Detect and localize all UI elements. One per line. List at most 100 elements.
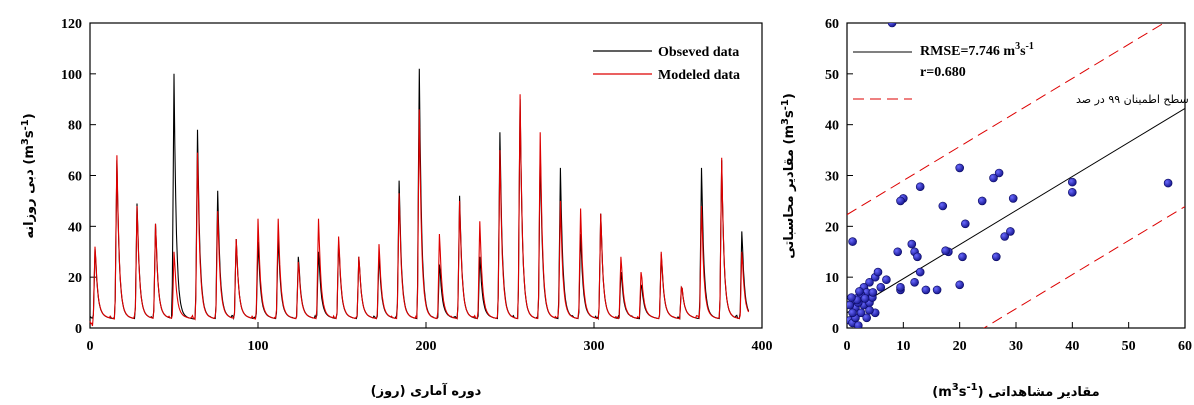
scatter-point — [955, 280, 965, 290]
legend-r-label: r=0.680 — [920, 65, 966, 80]
y-tick-label: 20 — [68, 271, 82, 286]
scatter-point — [860, 294, 870, 303]
scatter-point — [907, 239, 917, 249]
timeseries-y-axis: 0 20 40 60 80 100 120 — [61, 17, 96, 337]
scatter-point — [915, 267, 925, 277]
scatter-point — [1000, 232, 1010, 241]
scatter-point — [994, 168, 1004, 178]
upper-confidence-line — [847, 23, 1165, 216]
scatter-point — [865, 305, 874, 315]
y-tick-label: 0 — [75, 322, 82, 337]
sc-ylabel-unit-mid: s — [782, 110, 797, 118]
x-tick-label: 50 — [1122, 339, 1136, 354]
xlabel-close-paren: ) — [978, 385, 988, 400]
x-tick-label: 100 — [248, 339, 269, 354]
scatter-point — [893, 247, 903, 257]
xlabel-unit-base: m — [938, 385, 952, 400]
legend-modeled-label: Modeled data — [658, 68, 740, 83]
timeseries-x-axis-title: دوره آماری (روز) — [371, 382, 482, 399]
y-tick-label: 10 — [825, 271, 839, 286]
scatter-point — [896, 282, 905, 292]
scatter-y-axis-title: مقادیر محاسباتی (m3s-1) — [780, 93, 797, 259]
regression-fit-line — [847, 107, 1185, 314]
x-tick-label: 400 — [752, 339, 773, 354]
scatter-point — [896, 196, 905, 206]
ylabel-unit-sup1: 3 — [20, 138, 31, 145]
rmse-sup1: 3 — [1015, 41, 1020, 52]
scatter-point — [991, 252, 1001, 262]
xlabel-unit-sup1: 3 — [952, 382, 959, 393]
scatter-point — [876, 282, 886, 292]
rmse-prefix: RMSE=7.746 m — [920, 44, 1015, 59]
timeseries-x-axis: 0 100 200 300 400 — [87, 322, 773, 354]
scatter-point — [854, 321, 863, 328]
scatter-point — [847, 300, 855, 310]
scatter-point — [868, 288, 878, 297]
ylabel-unit-sup2: -1 — [20, 119, 31, 130]
scatter-point — [938, 201, 948, 211]
sc-ylabel-unit-sup2: -1 — [780, 99, 791, 110]
ylabel-open-paren: ( — [22, 159, 37, 165]
ylabel-unit-base: m — [22, 145, 37, 159]
scatter-point — [856, 308, 866, 318]
xlabel-text: مقادیر مشاهداتی — [988, 385, 1100, 400]
x-tick-label: 60 — [1178, 339, 1192, 354]
observed-series-line — [89, 68, 750, 321]
ylabel-text: دبی روزانه — [22, 169, 37, 239]
scatter-point — [847, 293, 856, 302]
scatter-point — [848, 237, 857, 246]
sc-ylabel-unit-base: m — [782, 125, 797, 139]
y-tick-label: 40 — [68, 220, 82, 235]
scatter-point — [958, 252, 967, 262]
scatter-point — [873, 267, 883, 277]
scatter-x-axis: 0 10 20 30 40 50 60 — [844, 322, 1192, 354]
scatter-y-axis: 0 10 20 30 40 50 60 — [825, 17, 853, 337]
x-tick-label: 300 — [584, 339, 605, 354]
y-tick-label: 60 — [68, 170, 82, 185]
x-tick-label: 10 — [896, 339, 910, 354]
scatter-point — [865, 277, 874, 287]
scatter-point — [848, 308, 857, 318]
legend-confidence-label: سطح اطمینان ۹۹ در صد — [1076, 93, 1189, 106]
scatter-point — [1008, 194, 1018, 203]
x-tick-label: 200 — [416, 339, 437, 354]
x-tick-label: 40 — [1065, 339, 1079, 354]
sc-ylabel-unit-sup1: 3 — [780, 118, 791, 125]
y-tick-label: 20 — [825, 220, 839, 235]
scatter-point — [1068, 188, 1077, 197]
y-tick-label: 80 — [68, 119, 82, 134]
scatter-point — [989, 173, 998, 183]
xlabel-unit-mid: s — [959, 385, 967, 400]
scatter-point — [960, 219, 970, 229]
sc-ylabel-text: مقادیر محاسباتی — [782, 149, 797, 259]
scatter-point — [1163, 178, 1173, 188]
y-tick-label: 120 — [61, 17, 82, 32]
scatter-point — [882, 275, 891, 285]
scatter-point — [1006, 227, 1015, 236]
scatter-point — [913, 252, 922, 262]
y-tick-label: 0 — [832, 322, 839, 337]
scatter-point — [932, 285, 942, 295]
scatter-point — [955, 163, 965, 173]
scatter-point — [862, 313, 872, 323]
scatter-point — [1068, 177, 1077, 187]
scatter-x-axis-title: (m3s-1) مقادیر مشاهداتی — [932, 382, 1099, 400]
scatter-point — [910, 277, 919, 287]
rmse-mid: s — [1020, 44, 1026, 59]
legend-observed-label: Obseved data — [658, 45, 739, 60]
sc-ylabel-close-paren: ) — [782, 93, 797, 99]
xlabel-open-paren: ( — [932, 385, 938, 400]
scatter-point — [887, 23, 897, 28]
y-tick-label: 30 — [825, 170, 839, 185]
scatter-point — [855, 287, 864, 296]
x-tick-label: 0 — [87, 339, 94, 354]
y-tick-label: 60 — [825, 17, 839, 32]
x-tick-label: 20 — [953, 339, 967, 354]
timeseries-y-axis-title: دبی روزانه (m3s-1) — [20, 113, 37, 238]
scatter-point — [977, 196, 987, 206]
timeseries-chart: 0 20 40 60 80 100 120 0 100 200 300 400 Obseved da… — [20, 17, 773, 399]
x-tick-label: 0 — [844, 339, 851, 354]
scatter-plot-area — [847, 23, 1185, 328]
scatter-points — [847, 23, 1173, 328]
